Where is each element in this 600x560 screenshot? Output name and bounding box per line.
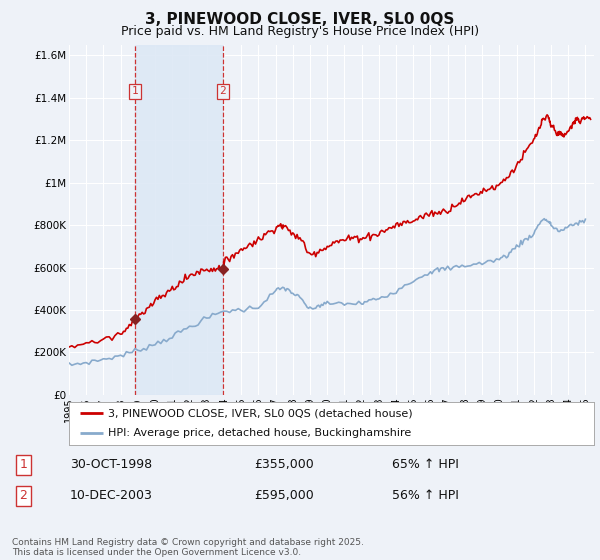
Text: £595,000: £595,000 xyxy=(254,489,314,502)
Text: Price paid vs. HM Land Registry's House Price Index (HPI): Price paid vs. HM Land Registry's House … xyxy=(121,25,479,38)
Text: HPI: Average price, detached house, Buckinghamshire: HPI: Average price, detached house, Buck… xyxy=(109,428,412,438)
Text: 3, PINEWOOD CLOSE, IVER, SL0 0QS: 3, PINEWOOD CLOSE, IVER, SL0 0QS xyxy=(145,12,455,27)
Text: £355,000: £355,000 xyxy=(254,459,314,472)
Text: 1: 1 xyxy=(131,86,139,96)
Text: 2: 2 xyxy=(220,86,226,96)
Text: 3, PINEWOOD CLOSE, IVER, SL0 0QS (detached house): 3, PINEWOOD CLOSE, IVER, SL0 0QS (detach… xyxy=(109,408,413,418)
Text: 2: 2 xyxy=(20,489,28,502)
Bar xyxy=(135,45,223,395)
Text: 56% ↑ HPI: 56% ↑ HPI xyxy=(392,489,459,502)
Text: Contains HM Land Registry data © Crown copyright and database right 2025.
This d: Contains HM Land Registry data © Crown c… xyxy=(12,538,364,557)
Text: 10-DEC-2003: 10-DEC-2003 xyxy=(70,489,152,502)
Text: 30-OCT-1998: 30-OCT-1998 xyxy=(70,459,152,472)
Text: 1: 1 xyxy=(20,459,28,472)
Text: 65% ↑ HPI: 65% ↑ HPI xyxy=(392,459,459,472)
